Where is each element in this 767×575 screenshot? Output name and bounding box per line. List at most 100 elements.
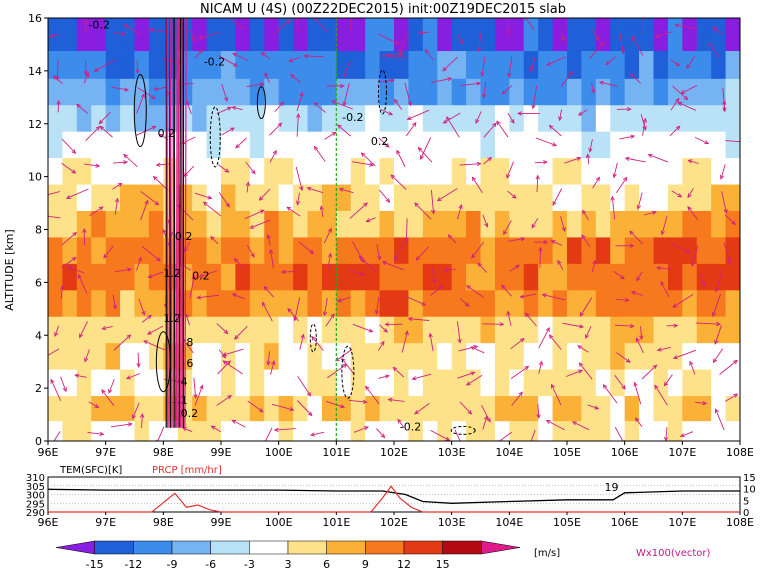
heatmap-cell bbox=[711, 421, 727, 441]
heatmap-cell bbox=[120, 78, 136, 106]
heatmap-cell bbox=[379, 18, 395, 52]
wind-vector bbox=[632, 36, 644, 56]
wind-vector-head bbox=[384, 374, 390, 379]
wind-vector bbox=[388, 398, 405, 402]
wind-vector-head bbox=[610, 195, 615, 201]
heatmap-cell bbox=[509, 263, 525, 291]
heatmap-cell bbox=[711, 18, 727, 52]
wind-vector-head bbox=[541, 293, 547, 298]
heatmap-cell bbox=[437, 51, 453, 80]
sub-x-tick-label: 96E bbox=[38, 516, 59, 529]
wind-vector bbox=[603, 384, 618, 404]
wind-vector bbox=[482, 323, 504, 325]
contour-label: -0.2 bbox=[342, 111, 363, 124]
wind-vector-head bbox=[550, 383, 555, 389]
wind-vector-head bbox=[338, 187, 344, 192]
heatmap-cell bbox=[321, 369, 337, 397]
heatmap-cell bbox=[293, 210, 309, 239]
wind-vector bbox=[431, 267, 436, 284]
wind-vector-head bbox=[384, 143, 390, 148]
wind-vector bbox=[141, 246, 161, 262]
heatmap-cell bbox=[293, 18, 309, 52]
heatmap-cell bbox=[639, 396, 655, 422]
colorbar-label: -15 bbox=[86, 558, 104, 571]
wind-vector-head bbox=[636, 204, 641, 210]
heatmap-cell bbox=[365, 184, 381, 212]
wind-vector bbox=[380, 53, 404, 57]
wind-vector-head bbox=[477, 262, 482, 268]
heatmap-cell bbox=[567, 210, 583, 239]
wind-vector-head bbox=[674, 23, 680, 28]
wind-vector-head bbox=[404, 330, 409, 336]
wind-vector bbox=[442, 56, 458, 72]
wind-vector bbox=[217, 360, 231, 375]
heatmap-cell bbox=[278, 421, 294, 441]
sub-x-tick-label: 98E bbox=[153, 516, 174, 529]
heatmap-cell bbox=[221, 237, 237, 265]
heatmap-cell bbox=[437, 290, 453, 318]
heatmap-cell bbox=[639, 78, 655, 106]
heatmap-cell bbox=[394, 396, 410, 422]
heatmap-cell bbox=[307, 237, 323, 265]
heatmap-cell bbox=[206, 78, 222, 106]
heatmap-cell bbox=[350, 51, 366, 80]
heatmap-cell bbox=[48, 51, 64, 80]
wind-vector bbox=[430, 430, 450, 441]
heatmap-cell bbox=[523, 210, 539, 239]
heatmap-cell bbox=[696, 421, 712, 441]
heatmap-cell bbox=[307, 51, 323, 80]
heatmap-cell bbox=[365, 78, 381, 106]
heatmap-cell bbox=[610, 131, 626, 159]
heatmap-cell bbox=[595, 184, 611, 212]
wind-vector bbox=[530, 57, 536, 72]
heatmap-cell bbox=[595, 263, 611, 291]
heatmap-cell bbox=[494, 158, 510, 186]
wind-vector-head bbox=[712, 311, 717, 317]
heatmap-cell bbox=[682, 316, 698, 344]
colorbar-label: -3 bbox=[244, 558, 255, 571]
wind-vector-head bbox=[72, 231, 78, 237]
wind-vector-head bbox=[625, 358, 631, 363]
wind-vector-head bbox=[266, 360, 271, 366]
heatmap-cell bbox=[653, 131, 669, 159]
wind-vector bbox=[126, 373, 141, 380]
sub-right-tick-label: 10 bbox=[743, 485, 756, 496]
wind-vector bbox=[337, 124, 351, 137]
heatmap-cell bbox=[552, 263, 568, 291]
heatmap-cell bbox=[408, 343, 424, 371]
wind-vector-head bbox=[652, 364, 658, 370]
contour-label: 4 bbox=[181, 375, 188, 388]
wind-vector bbox=[194, 192, 212, 199]
heatmap-cell bbox=[466, 290, 482, 318]
heatmap-cell bbox=[134, 210, 150, 239]
wind-vector-head bbox=[577, 345, 583, 350]
wind-vector bbox=[419, 31, 430, 34]
heatmap-cell bbox=[725, 51, 740, 80]
heatmap-cell bbox=[148, 158, 164, 186]
wind-vector-head bbox=[663, 381, 669, 387]
wind-vector-head bbox=[417, 146, 423, 152]
wind-vector-head bbox=[151, 125, 157, 130]
heatmap-cell bbox=[523, 290, 539, 318]
heatmap-cell bbox=[667, 210, 683, 239]
heatmap-cell bbox=[480, 237, 496, 265]
wind-vector-head bbox=[279, 101, 285, 107]
wind-vector-head bbox=[337, 124, 342, 129]
heatmap-cell bbox=[725, 343, 740, 371]
heatmap-cell bbox=[221, 263, 237, 291]
heatmap-cell bbox=[206, 396, 222, 422]
wind-vector bbox=[222, 348, 244, 356]
heatmap-cell bbox=[206, 105, 222, 133]
wind-vector-head bbox=[428, 332, 433, 338]
wind-vector bbox=[380, 108, 393, 116]
wind-vector bbox=[103, 245, 114, 259]
wind-vector-head bbox=[191, 37, 196, 43]
wind-vector-head bbox=[480, 72, 485, 78]
heatmap-cell bbox=[610, 316, 626, 344]
wind-vector-head bbox=[313, 18, 318, 21]
heatmap-cell bbox=[120, 131, 136, 159]
wind-vector-head bbox=[191, 275, 196, 280]
wind-vector bbox=[50, 33, 61, 38]
wind-vector-head bbox=[621, 385, 626, 390]
